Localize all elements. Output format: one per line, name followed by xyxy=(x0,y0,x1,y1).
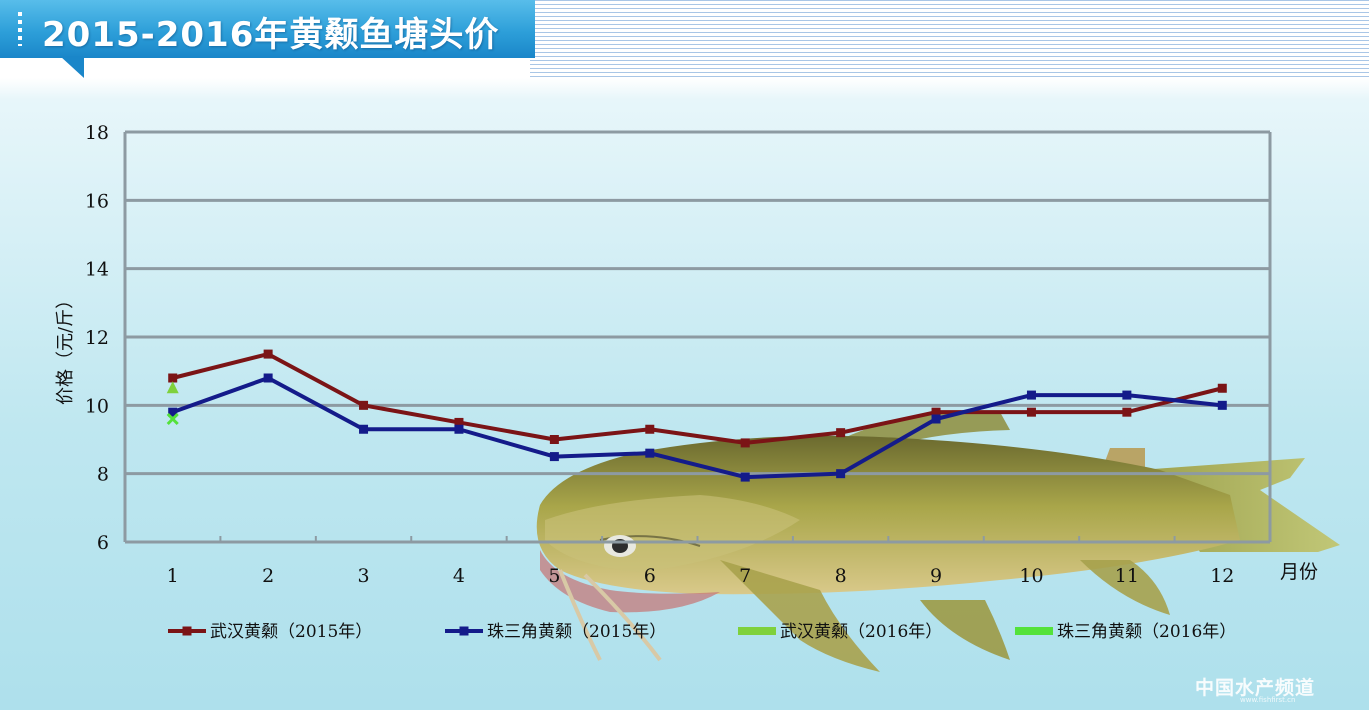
data-point-series-2 xyxy=(166,381,179,394)
data-point-series-0 xyxy=(359,400,369,410)
x-tick-label: 9 xyxy=(930,565,942,587)
data-point-series-1 xyxy=(1122,390,1132,400)
data-point-series-0 xyxy=(263,349,273,359)
y-tick-label: 8 xyxy=(97,464,109,486)
watermark-logo: 中国水产频道 xyxy=(1195,677,1316,699)
chart-title: 2015-2016年黄颡鱼塘头价 xyxy=(42,15,500,55)
y-axis-label: 价格（元/斤） xyxy=(55,291,76,405)
data-point-series-0 xyxy=(454,417,464,427)
data-point-series-0 xyxy=(645,424,655,434)
legend-marker xyxy=(459,626,469,636)
x-tick-label: 3 xyxy=(357,565,369,587)
data-point-series-0 xyxy=(1026,407,1036,417)
x-tick-label: 8 xyxy=(835,565,847,587)
watermark-url: www.fishfirst.cn xyxy=(1240,696,1296,704)
title-banner: 2015-2016年黄颡鱼塘头价 xyxy=(0,0,535,58)
data-point-series-0 xyxy=(931,407,941,417)
x-tick-labels: 1 2 3 4 5 6 7 8 9 10 11 12 xyxy=(167,565,1235,587)
data-point-series-0 xyxy=(836,428,846,438)
data-point-series-1 xyxy=(836,469,846,479)
y-tick-label: 18 xyxy=(85,122,109,144)
data-point-series-1 xyxy=(168,407,178,417)
x-tick-label: 2 xyxy=(262,565,274,587)
x-tick-label: 6 xyxy=(644,565,656,587)
y-tick-label: 6 xyxy=(97,532,109,554)
x-marker-stroke xyxy=(166,412,179,426)
header-stripes xyxy=(530,0,1369,78)
x-tick-label: 11 xyxy=(1115,565,1139,587)
legend-label: 武汉黄颡（2016年） xyxy=(780,622,942,642)
series-line-0 xyxy=(172,352,1223,445)
legend-label: 武汉黄颡（2015年） xyxy=(210,622,372,642)
data-point-series-1 xyxy=(549,452,559,462)
data-point-series-0 xyxy=(549,435,559,444)
y-tick-label: 12 xyxy=(85,327,109,349)
legend-label: 珠三角黄颡（2015年） xyxy=(487,622,666,642)
x-tick-label: 1 xyxy=(167,565,179,587)
x-axis-label: 月份 xyxy=(1280,561,1318,583)
chart-axes xyxy=(123,132,1272,544)
data-point-series-1 xyxy=(645,448,655,458)
legend-marker xyxy=(182,626,192,636)
x-tick-label: 7 xyxy=(739,565,751,587)
legend-item-3: 珠三角黄颡（2016年） xyxy=(1015,622,1236,642)
data-point-series-0 xyxy=(1122,407,1132,417)
legend-item-0: 武汉黄颡（2015年） xyxy=(168,622,372,642)
data-point-series-0 xyxy=(1217,383,1227,393)
legend-label: 珠三角黄颡（2016年） xyxy=(1057,622,1236,642)
x-tick-label: 12 xyxy=(1210,565,1234,587)
data-point-series-1 xyxy=(931,414,941,424)
data-point-series-1 xyxy=(1026,390,1036,400)
series-line-1 xyxy=(172,376,1223,480)
chart-gridlines xyxy=(125,130,1270,476)
y-tick-label: 10 xyxy=(85,395,109,417)
x-tick-label: 4 xyxy=(453,565,465,587)
catfish-illustration xyxy=(536,411,1340,672)
series-lines xyxy=(172,352,1223,480)
data-point-series-1 xyxy=(263,373,273,383)
chart-legend: 武汉黄颡（2015年） 珠三角黄颡（2015年） 武汉黄颡（2016年） 珠三角黄颡（… xyxy=(168,622,1236,642)
y-tick-labels: 6 8 10 12 14 16 18 xyxy=(85,122,109,554)
legend-item-1: 珠三角黄颡（2015年） xyxy=(445,622,666,642)
data-point-series-1 xyxy=(359,424,369,434)
legend-item-2: 武汉黄颡（2016年） xyxy=(738,622,942,642)
title-dots xyxy=(18,12,22,46)
data-point-series-1 xyxy=(740,472,750,482)
data-point-series-0 xyxy=(740,438,750,448)
data-point-series-0 xyxy=(168,373,178,383)
x-tick-label: 10 xyxy=(1019,565,1043,587)
data-point-series-1 xyxy=(454,424,464,434)
y-tick-label: 14 xyxy=(85,259,109,281)
data-point-series-3 xyxy=(166,412,179,426)
title-banner-tail xyxy=(60,56,84,78)
y-tick-label: 16 xyxy=(85,190,109,212)
data-point-series-1 xyxy=(1217,400,1227,410)
series-markers xyxy=(166,349,1227,482)
x-tick-label: 5 xyxy=(548,565,560,587)
